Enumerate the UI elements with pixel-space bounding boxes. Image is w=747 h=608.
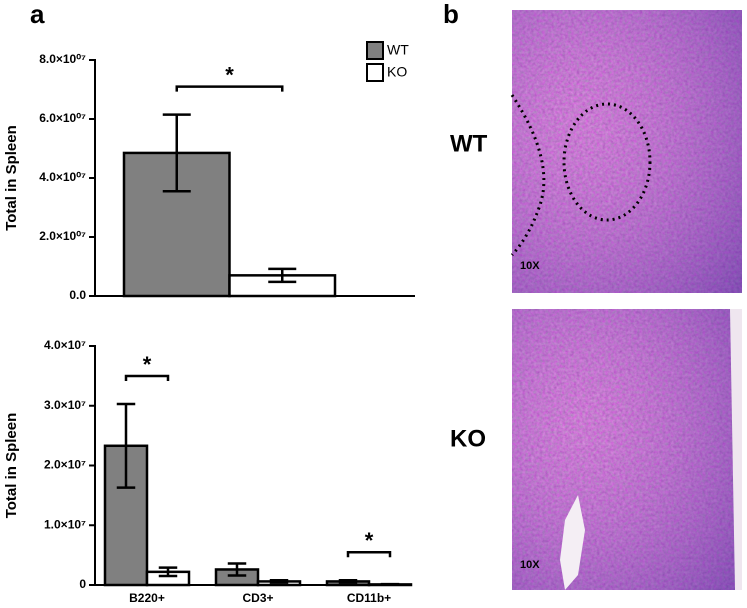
panel-label: b <box>443 0 459 29</box>
legend-label: WT <box>387 42 409 58</box>
y-tick-label: 3.0×10⁷ <box>44 398 86 412</box>
y-tick-label: 2.0×10⁷ <box>44 458 86 472</box>
x-tick-label: CD3+ <box>242 591 273 603</box>
significance-label: * <box>365 528 374 553</box>
significance-label: * <box>143 352 152 377</box>
legend-swatch <box>366 63 384 82</box>
significance-bracket <box>346 550 392 558</box>
x-tick-label: CD11b+ <box>347 591 391 603</box>
y-tick-label: 4.0×10⁷ <box>44 338 86 352</box>
magnification: 10X <box>520 260 540 272</box>
y-tick-label: 0.0 <box>69 288 86 302</box>
follicle-outline <box>562 102 652 222</box>
y-tick-label: 0 <box>79 577 86 591</box>
y-tick-label: 4.0×10⁰⁷ <box>39 170 86 184</box>
follicle-outline <box>510 94 546 257</box>
significance-bracket <box>124 374 170 381</box>
tissue-edge <box>730 309 742 590</box>
row-label: KO <box>450 425 486 452</box>
legend-swatch <box>366 41 384 60</box>
y-tick-label: 8.0×10⁰⁷ <box>39 52 86 66</box>
y-axis-title: Total in Spleen <box>3 125 20 231</box>
panel-label: a <box>30 0 45 29</box>
shading <box>512 309 742 590</box>
row-label: WT <box>450 130 488 157</box>
y-axis-title: Total in Spleen <box>3 413 20 519</box>
significance-bracket <box>175 85 284 92</box>
histology-ko <box>512 309 742 590</box>
histology-wt <box>510 10 742 293</box>
x-tick-label: B220+ <box>129 591 165 603</box>
legend-label: KO <box>387 64 407 80</box>
y-tick-label: 1.0×10⁷ <box>44 517 86 531</box>
y-tick-label: 6.0×10⁰⁷ <box>39 111 86 125</box>
y-tick-label: 2.0×10⁰⁷ <box>39 229 86 243</box>
tissue-gap <box>560 495 585 590</box>
shading <box>512 10 742 293</box>
significance-label: * <box>225 62 234 87</box>
magnification: 10X <box>520 559 540 571</box>
